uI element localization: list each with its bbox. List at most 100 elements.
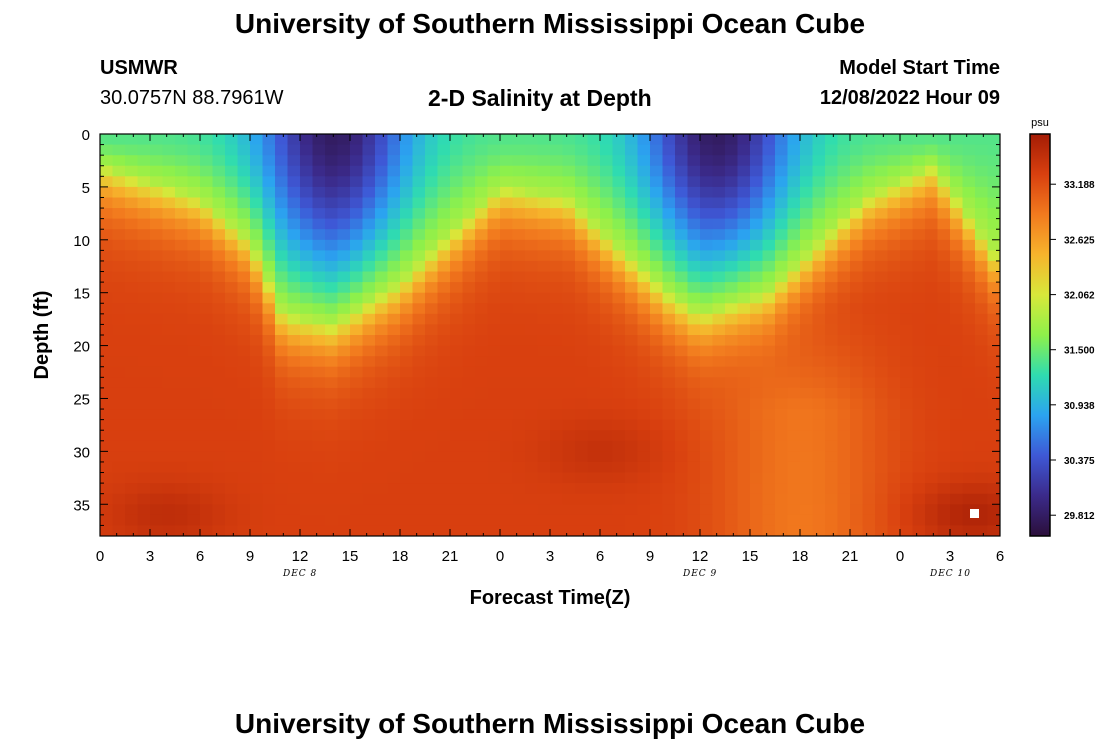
heat-cell — [1000, 282, 1013, 293]
heat-cell — [175, 536, 188, 547]
heat-cell — [300, 430, 314, 442]
heat-cell — [225, 430, 239, 442]
heat-cell — [825, 250, 839, 262]
heat-cell — [725, 292, 739, 305]
heat-cell — [137, 134, 151, 146]
heat-cell — [950, 208, 964, 220]
heat-cell — [462, 292, 476, 305]
heat-cell — [950, 218, 964, 230]
heat-cell — [337, 176, 351, 188]
heat-cell — [950, 514, 964, 527]
heat-cell — [287, 366, 301, 379]
heat-cell — [125, 250, 139, 262]
heat-cell — [500, 493, 514, 506]
heat-cell — [475, 504, 489, 516]
heat-cell — [400, 398, 414, 410]
heat-cell — [212, 144, 226, 156]
heat-cell — [450, 197, 464, 209]
heat-cell — [862, 144, 876, 156]
heat-cell — [450, 165, 464, 178]
heat-cell — [862, 303, 876, 315]
heat-cell — [475, 176, 489, 188]
heat-cell — [687, 472, 701, 484]
heat-cell — [862, 419, 876, 431]
heat-cell — [962, 440, 976, 453]
heat-cell — [662, 514, 676, 527]
heat-cell — [875, 292, 889, 305]
heat-cell — [650, 155, 664, 167]
heat-cell — [312, 271, 326, 283]
heat-cell — [950, 250, 964, 262]
heat-cell — [475, 229, 489, 241]
heat-cell — [500, 303, 514, 315]
heat-cell — [888, 536, 901, 547]
heat-cell — [612, 387, 626, 400]
heat-cell — [687, 250, 701, 262]
heat-cell — [900, 144, 914, 156]
heat-cell — [575, 461, 589, 474]
heat-cell — [587, 387, 601, 400]
heat-cell — [925, 186, 939, 199]
heat-cell — [350, 229, 364, 241]
heat-cell — [412, 504, 426, 516]
heat-cell — [562, 165, 576, 178]
heat-cell — [212, 250, 226, 262]
heat-cell — [175, 218, 189, 230]
heat-cell — [650, 356, 664, 368]
heat-cell — [550, 134, 564, 146]
heat-cell — [325, 483, 339, 495]
heat-cell — [650, 419, 664, 431]
heat-cell — [900, 525, 914, 536]
heat-cell — [675, 218, 689, 230]
heat-cell — [400, 324, 414, 336]
heat-cell — [100, 461, 114, 474]
heat-cell — [450, 504, 464, 516]
heat-cell — [800, 260, 814, 273]
heat-cell — [512, 377, 526, 389]
heat-cell — [537, 345, 551, 357]
heat-cell — [675, 229, 689, 241]
heat-cell — [562, 461, 576, 474]
heat-cell — [725, 366, 739, 379]
heat-cell — [237, 451, 251, 463]
heat-cell — [325, 313, 339, 326]
heat-cell — [900, 356, 914, 368]
heat-cell — [325, 377, 339, 389]
heat-cell — [725, 218, 739, 230]
heat-cell — [938, 536, 951, 547]
heat-cell — [312, 144, 326, 156]
heat-cell — [925, 292, 939, 305]
heat-cell — [437, 366, 451, 379]
heat-cell — [462, 472, 476, 484]
heat-cell — [950, 134, 964, 146]
heat-cell — [662, 303, 676, 315]
heat-cell — [250, 324, 264, 336]
heat-cell — [812, 282, 826, 294]
heat-cell — [637, 229, 651, 241]
heat-cell — [537, 271, 551, 283]
heat-cell — [762, 165, 776, 178]
heat-cell — [337, 451, 351, 463]
heat-cell — [500, 282, 514, 294]
heat-cell — [200, 324, 214, 336]
heat-cell — [650, 218, 664, 230]
heat-cell — [225, 250, 239, 262]
heat-cell — [925, 260, 939, 273]
heat-cell — [550, 409, 564, 421]
heat-cell — [225, 472, 239, 484]
heat-cell — [237, 155, 251, 167]
heat-cell — [725, 260, 739, 273]
heat-cell — [912, 176, 926, 188]
heat-cell — [687, 282, 701, 294]
heat-cell — [837, 345, 851, 357]
x-tick-label: 21 — [842, 548, 859, 565]
heat-cell — [150, 356, 164, 368]
heat-cell — [375, 514, 389, 527]
heat-cell — [925, 430, 939, 442]
heat-cell — [137, 504, 151, 516]
heat-cell — [812, 440, 826, 453]
heat-cell — [450, 324, 464, 336]
heat-cell — [212, 387, 226, 400]
heat-cell — [850, 197, 864, 209]
heat-cell — [912, 313, 926, 326]
